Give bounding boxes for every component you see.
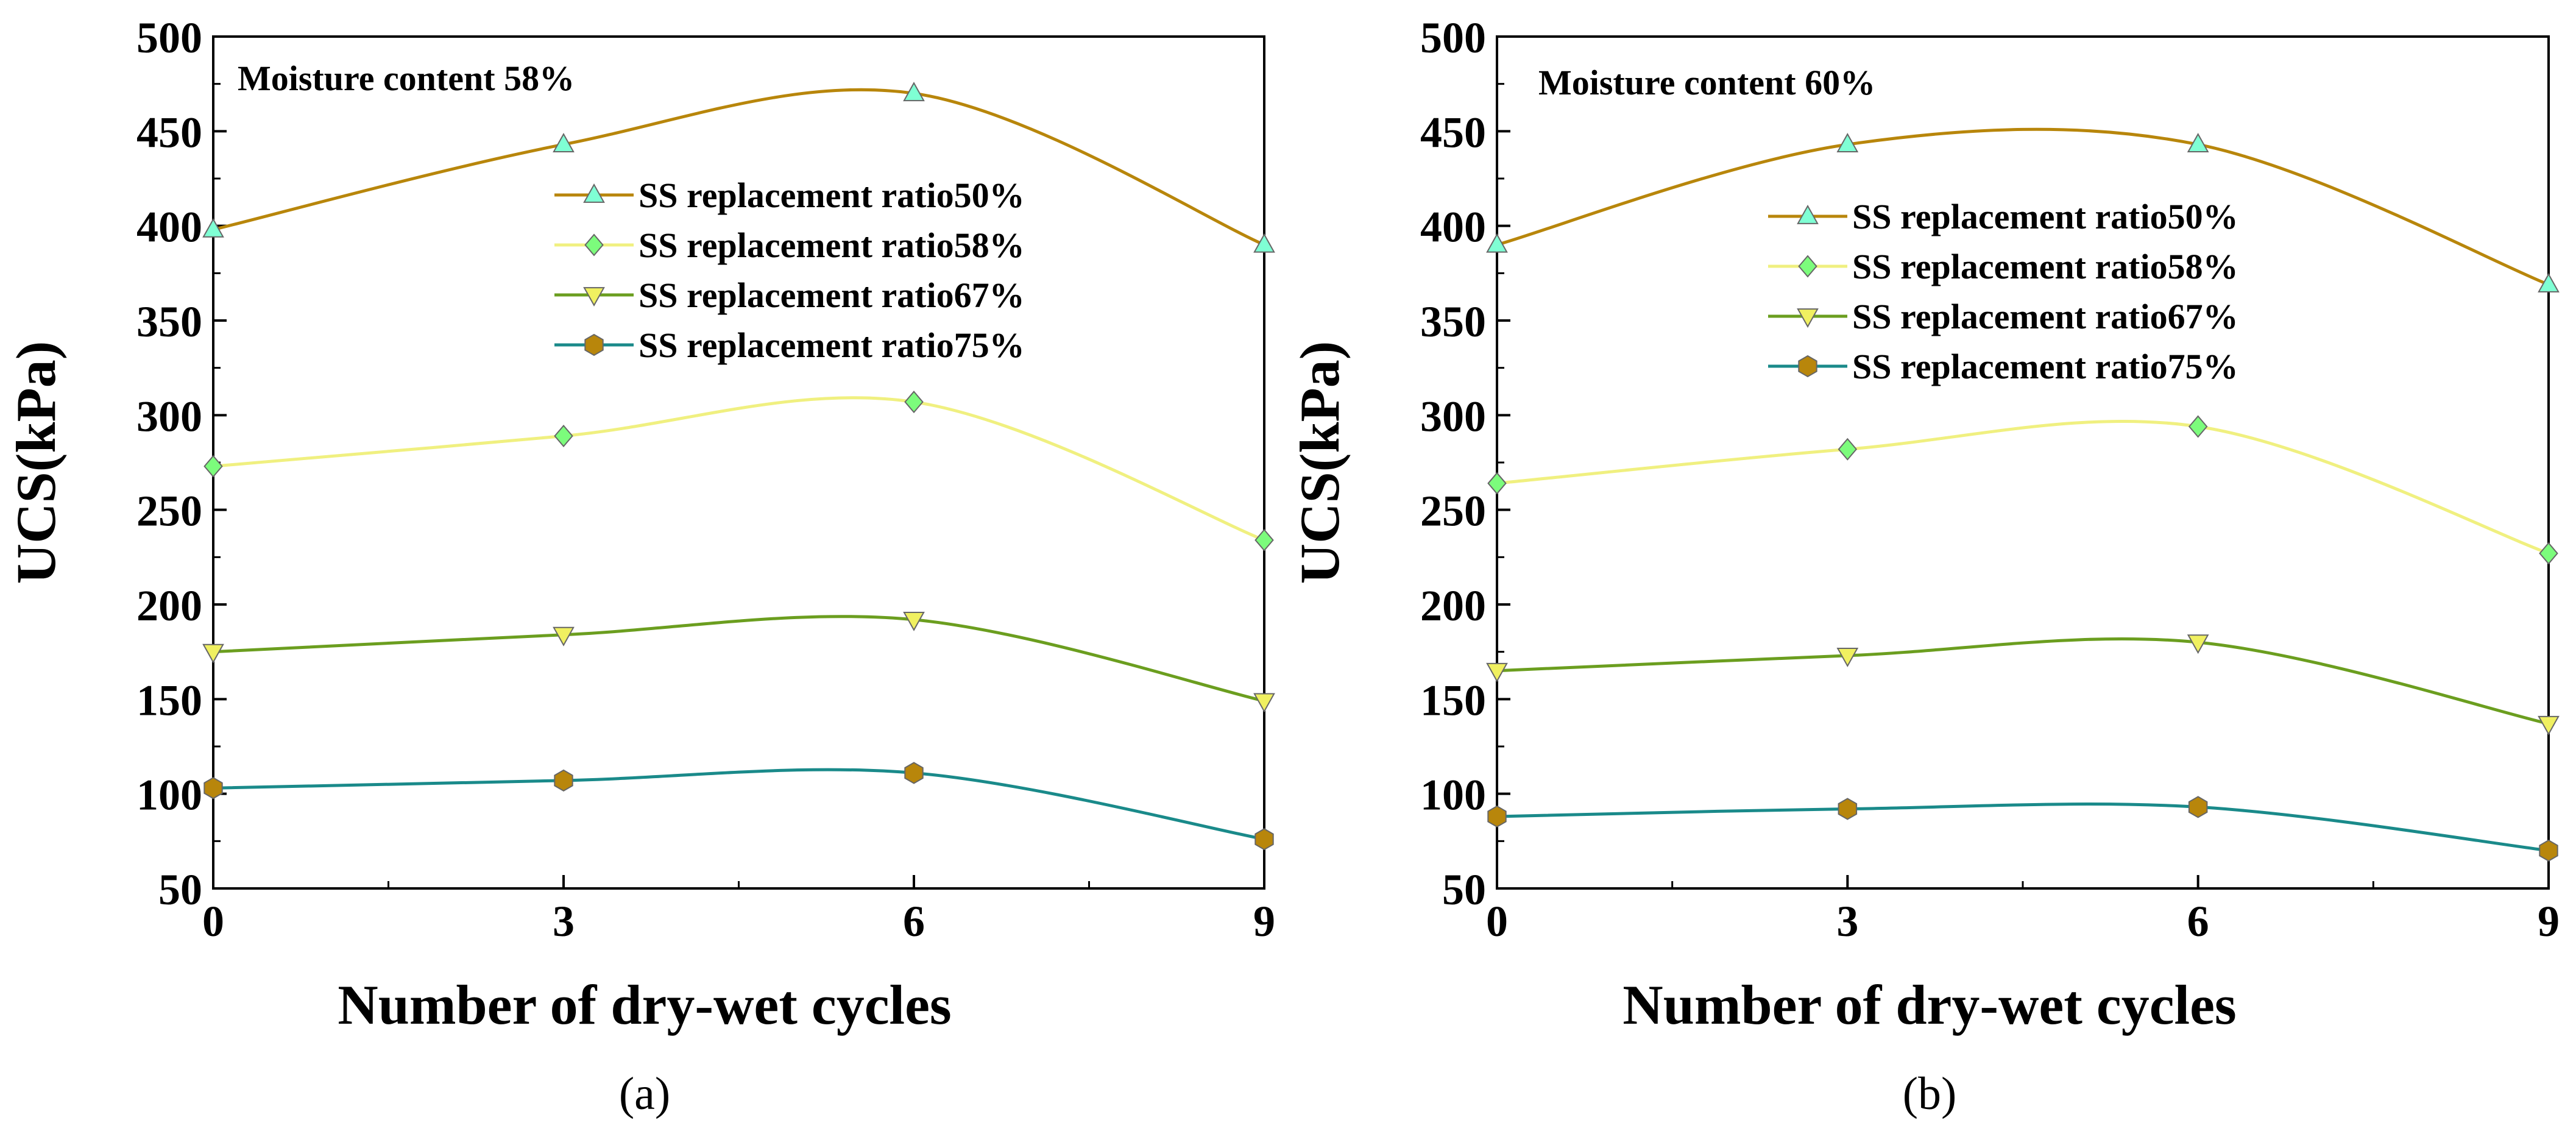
data-point bbox=[202, 218, 224, 238]
data-point bbox=[554, 769, 573, 792]
panel-label: (b) bbox=[1903, 1068, 1957, 1119]
y-tick-label: 200 bbox=[1420, 581, 1486, 630]
series-line bbox=[1496, 803, 2549, 852]
legend-label: SS replacement ratio75% bbox=[639, 325, 1025, 365]
moisture-annotation: Moisture content 60% bbox=[1538, 63, 1875, 102]
series-line bbox=[1496, 419, 2549, 555]
legend-marker bbox=[1798, 355, 1817, 378]
data-point bbox=[203, 777, 223, 799]
data-point bbox=[1486, 662, 1508, 682]
y-tick-label: 200 bbox=[136, 581, 202, 630]
data-point bbox=[2538, 715, 2560, 735]
data-point bbox=[1838, 438, 1858, 461]
data-point bbox=[2188, 415, 2208, 438]
data-point bbox=[1487, 472, 1507, 495]
x-tick-label: 6 bbox=[903, 897, 925, 946]
data-point bbox=[1253, 693, 1275, 713]
series-line bbox=[1496, 637, 2549, 726]
y-tick-label: 400 bbox=[1420, 203, 1486, 252]
legend-marker bbox=[584, 333, 604, 356]
panel-label: (a) bbox=[619, 1068, 670, 1119]
y-tick-label: 250 bbox=[1420, 487, 1486, 536]
x-axis-label: Number of dry-wet cycles bbox=[1622, 974, 2236, 1036]
x-tick-label: 0 bbox=[202, 897, 224, 946]
legend-label: SS replacement ratio50% bbox=[1852, 197, 2238, 236]
data-point bbox=[1836, 133, 1859, 152]
x-tick-label: 0 bbox=[1486, 897, 1508, 946]
data-point bbox=[553, 133, 575, 152]
chart-panel-a: 50 100 150 200 250 300 350 400 450 500 0 3 6 9 Number … bbox=[5, 13, 1275, 1119]
legend-label: SS replacement ratio50% bbox=[639, 175, 1025, 215]
data-point bbox=[203, 455, 223, 478]
legend-label: SS replacement ratio58% bbox=[1852, 247, 2238, 286]
y-tick-label: 50 bbox=[1442, 865, 1486, 914]
legend-marker bbox=[1797, 308, 1819, 328]
data-point bbox=[903, 611, 925, 631]
legend-label: SS replacement ratio67% bbox=[639, 275, 1025, 315]
plot-frame bbox=[1496, 35, 2550, 890]
legend-marker bbox=[583, 183, 605, 203]
y-tick-label: 150 bbox=[136, 676, 202, 725]
data-point bbox=[1254, 528, 1274, 551]
data-point bbox=[2187, 133, 2209, 152]
y-tick-label: 50 bbox=[158, 865, 202, 914]
y-tick-label: 100 bbox=[136, 771, 202, 820]
series-line bbox=[213, 396, 1265, 542]
data-point bbox=[904, 391, 924, 414]
data-point bbox=[1253, 233, 1275, 253]
x-tick-label: 9 bbox=[1253, 897, 1275, 946]
data-point bbox=[1838, 798, 1858, 820]
x-tick-label: 6 bbox=[2187, 897, 2209, 946]
y-tick-label: 300 bbox=[136, 392, 202, 441]
x-tick-label: 9 bbox=[2538, 897, 2560, 946]
data-point bbox=[1487, 805, 1507, 828]
data-point bbox=[2538, 272, 2560, 292]
y-tick-label: 350 bbox=[136, 297, 202, 346]
data-point bbox=[1254, 828, 1274, 851]
legend-marker bbox=[583, 287, 605, 307]
legend-label: SS replacement ratio58% bbox=[639, 225, 1025, 265]
y-tick-label: 450 bbox=[136, 108, 202, 157]
data-point bbox=[202, 643, 224, 664]
data-point bbox=[904, 762, 924, 784]
y-tick-label: 400 bbox=[136, 203, 202, 252]
series-line bbox=[1496, 127, 2549, 286]
y-axis-label: UCS(kPa) bbox=[1289, 341, 1351, 584]
legend-marker bbox=[1798, 255, 1817, 278]
data-point bbox=[903, 82, 925, 102]
y-tick-label: 500 bbox=[1420, 13, 1486, 62]
legend-label: SS replacement ratio75% bbox=[1852, 347, 2238, 386]
chart-panel-b: 50 100 150 200 250 300 350 400 450 500 0 3 6 9 Number … bbox=[1289, 13, 2560, 1119]
legend-marker bbox=[1797, 204, 1819, 224]
x-axis-label: Number of dry-wet cycles bbox=[338, 974, 951, 1036]
y-tick-label: 250 bbox=[136, 487, 202, 536]
data-point bbox=[2187, 634, 2209, 654]
data-point bbox=[2539, 839, 2558, 862]
y-tick-label: 450 bbox=[1420, 108, 1486, 157]
y-tick-label: 300 bbox=[1420, 392, 1486, 441]
series-line bbox=[213, 768, 1265, 841]
y-tick-label: 150 bbox=[1420, 676, 1486, 725]
y-tick-label: 500 bbox=[136, 13, 202, 62]
legend-label: SS replacement ratio67% bbox=[1852, 297, 2238, 336]
data-point bbox=[1486, 233, 1508, 253]
data-point bbox=[1836, 647, 1859, 667]
moisture-annotation: Moisture content 58% bbox=[238, 58, 575, 98]
y-tick-label: 100 bbox=[1420, 771, 1486, 820]
series-line bbox=[213, 615, 1265, 703]
series-line bbox=[213, 88, 1265, 246]
data-point bbox=[554, 424, 573, 448]
y-axis-label: UCS(kPa) bbox=[5, 341, 67, 584]
y-tick-label: 350 bbox=[1420, 297, 1486, 346]
data-point bbox=[553, 626, 575, 647]
legend-marker bbox=[584, 233, 604, 257]
x-tick-label: 3 bbox=[1836, 897, 1858, 946]
data-point bbox=[2188, 796, 2208, 818]
x-tick-label: 3 bbox=[553, 897, 575, 946]
data-point bbox=[2539, 542, 2558, 565]
